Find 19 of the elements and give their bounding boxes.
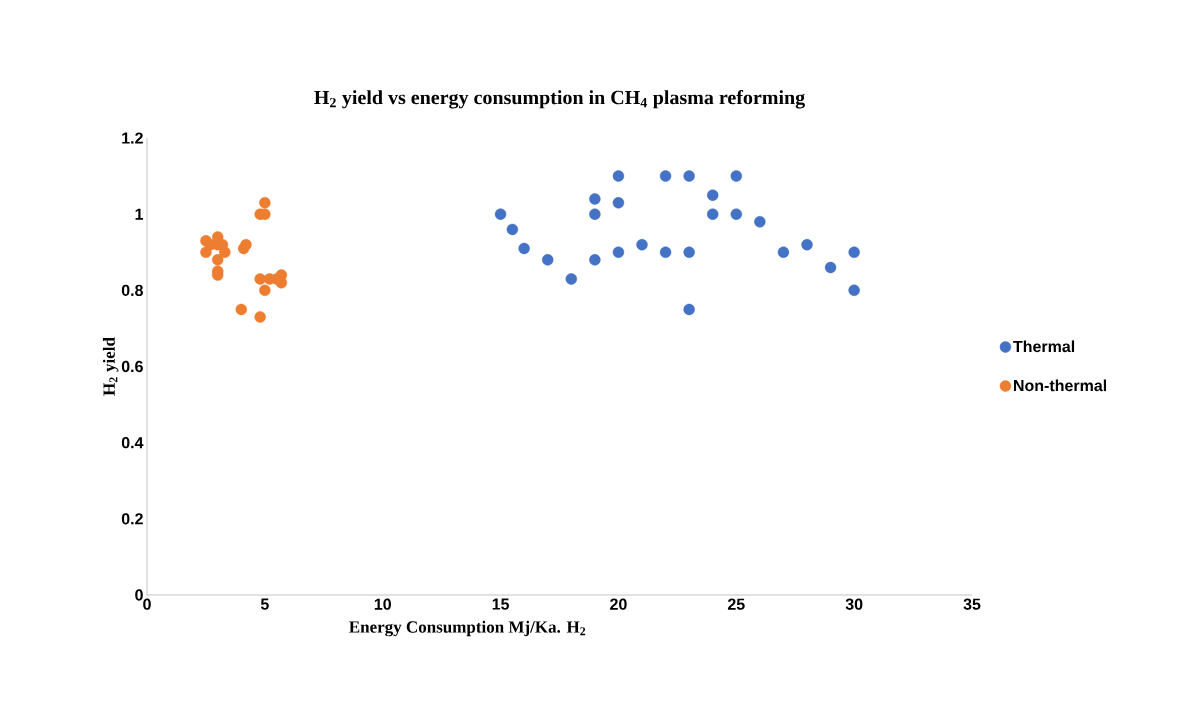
y-tick-label: 1.2	[122, 132, 143, 144]
y-tick-label: 0.4	[121, 437, 144, 449]
legend-label: Thermal	[1013, 340, 1075, 353]
y-tick-label: 0	[135, 589, 143, 601]
y-tick-label: 1	[135, 208, 144, 220]
y-tick-label: 0.2	[121, 513, 143, 525]
x-tick-label: 20	[610, 598, 627, 610]
x-tick-label: 35	[963, 598, 981, 610]
x-tick-label: 10	[374, 598, 391, 610]
y-tick-label: 0.8	[121, 284, 143, 296]
y-axis-title: H$_{2}$ yield	[102, 337, 119, 396]
legend-label: Non-thermal	[1014, 379, 1107, 392]
y-tick-label: 0.6	[121, 360, 143, 373]
chart-title: H$_{2}$ yield vs energy consumption in CH$_{4}$ plasma reforming	[314, 89, 805, 109]
x-tick-label: 25	[727, 598, 745, 610]
x-axis-title: Energy Consumption Mj/Ka. H$_{2}$	[349, 620, 586, 637]
x-tick-label: 30	[845, 598, 863, 610]
x-tick-label: 15	[492, 598, 510, 610]
x-tick-label: 5	[260, 598, 269, 610]
